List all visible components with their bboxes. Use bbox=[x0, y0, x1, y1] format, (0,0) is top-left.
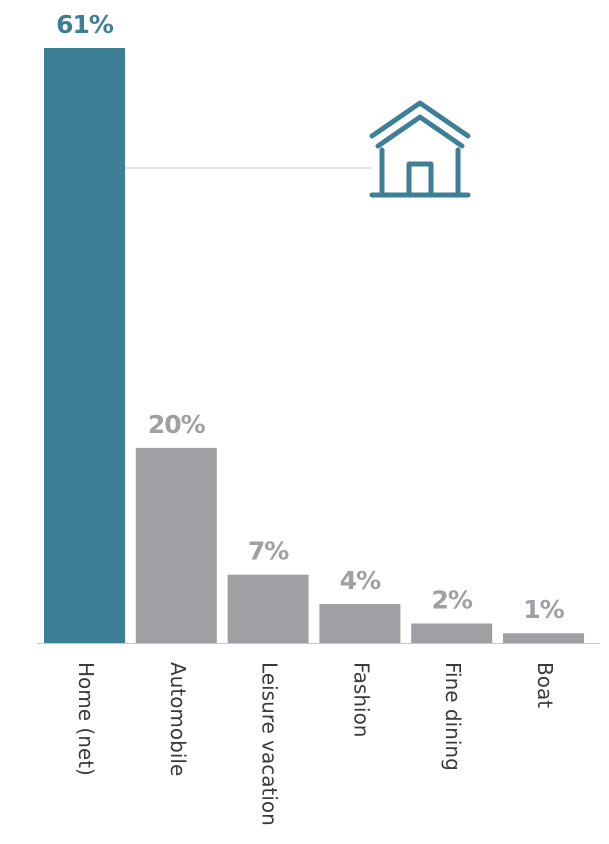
bar bbox=[135, 447, 217, 643]
bar bbox=[411, 623, 493, 643]
category-label: Fashion bbox=[349, 662, 373, 738]
category-label: Home (net) bbox=[74, 662, 98, 776]
house-icon bbox=[369, 100, 471, 198]
bar bbox=[319, 603, 401, 643]
value-label: 4% bbox=[340, 566, 381, 595]
value-label: 1% bbox=[523, 595, 564, 624]
value-label: 20% bbox=[148, 410, 206, 439]
value-label: 2% bbox=[431, 585, 472, 614]
bar bbox=[503, 633, 584, 643]
value-label: 7% bbox=[248, 537, 289, 566]
value-label: 61% bbox=[56, 10, 114, 39]
category-label: Leisure vacation bbox=[258, 662, 282, 826]
category-label: Fine dining bbox=[441, 662, 465, 771]
category-label: Boat bbox=[533, 662, 557, 708]
category-label: Automobile bbox=[166, 662, 190, 776]
bar bbox=[227, 574, 309, 643]
bar bbox=[44, 48, 125, 643]
